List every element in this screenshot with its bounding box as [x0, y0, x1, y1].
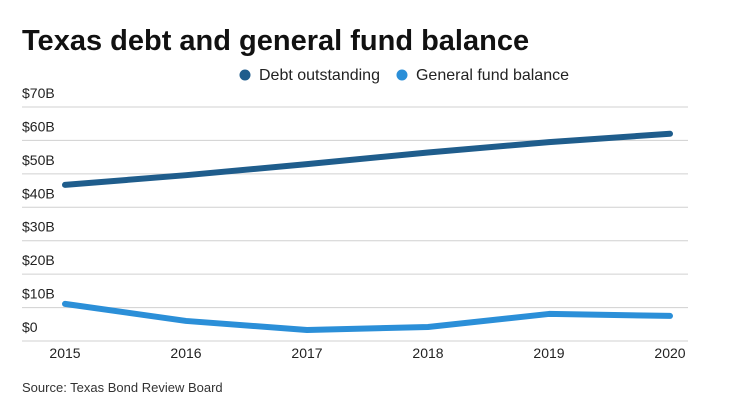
chart-title: Texas debt and general fund balance	[22, 25, 529, 57]
y-tick-label: $60B	[22, 118, 55, 134]
y-tick-label: $30B	[22, 219, 55, 235]
legend-label: Debt outstanding	[259, 67, 380, 84]
x-tick-label: 2019	[533, 345, 564, 361]
legend-swatch	[239, 69, 251, 81]
y-tick-label: $50B	[22, 152, 55, 168]
y-tick-label: $40B	[22, 185, 55, 201]
source-note: Source: Texas Bond Review Board	[22, 380, 223, 395]
y-tick-label: $0	[22, 319, 38, 335]
y-tick-label: $70B	[22, 85, 55, 101]
legend-swatch	[396, 69, 408, 81]
x-tick-label: 2020	[654, 345, 685, 361]
x-tick-label: 2017	[291, 345, 322, 361]
x-tick-label: 2018	[412, 345, 443, 361]
legend-label: General fund balance	[416, 67, 569, 84]
data-line	[62, 130, 673, 188]
y-tick-label: $20B	[22, 252, 55, 268]
data-line	[62, 300, 673, 333]
y-tick-label: $10B	[22, 286, 55, 302]
x-tick-label: 2015	[49, 345, 80, 361]
x-tick-label: 2016	[170, 345, 201, 361]
